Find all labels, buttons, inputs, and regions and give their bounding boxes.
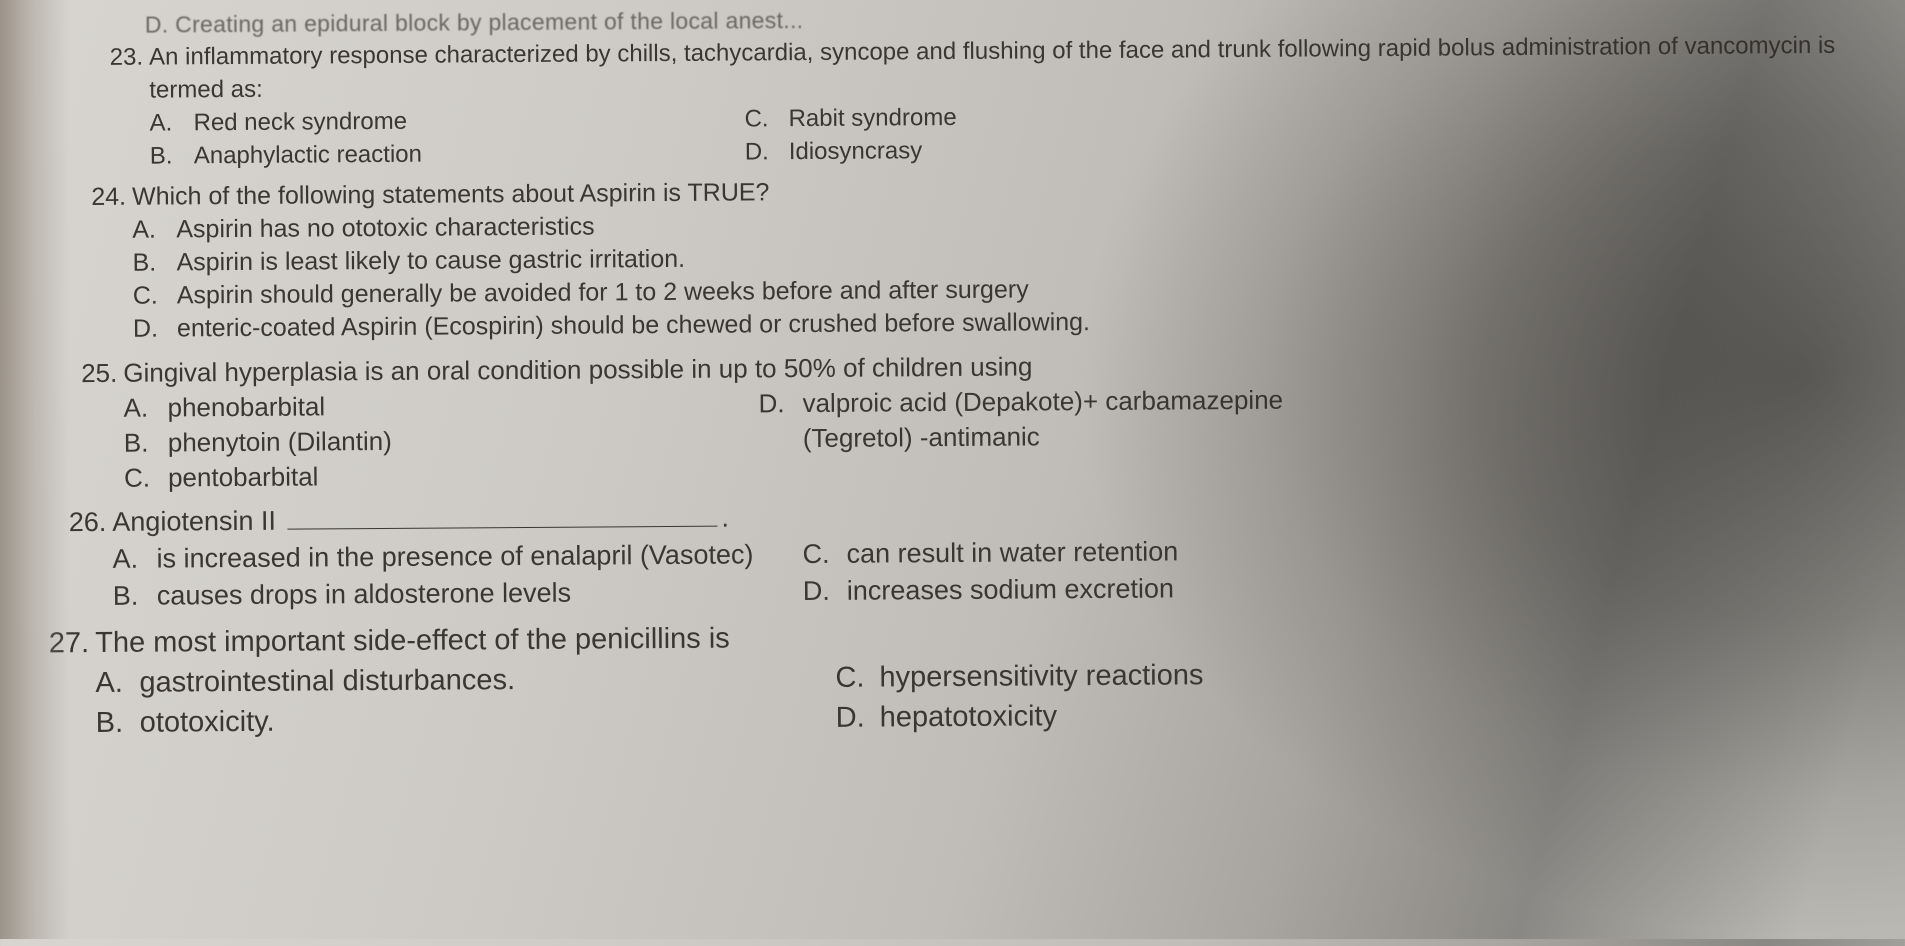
question-25: 25. Gingival hyperplasia is an oral cond… [67,343,1905,496]
option-text: hepatotoxicity [880,695,1204,737]
option-text: Red neck syndrome [193,102,744,139]
option-d: D. increases sodium excretion [803,570,1179,610]
stem-post: . [721,503,729,533]
option-letter: A. [95,663,139,703]
option-text: phenobarbital [167,386,758,425]
option-text: causes drops in aldosterone levels [157,573,803,615]
option-letter: B. [150,139,194,172]
option-text: pentobarbital [168,456,759,495]
question-number: 23. [93,41,149,74]
option-text: ototoxicity. [140,698,836,743]
option-d: D. valproic acid (Depakote)+ carbamazepi… [758,382,1392,456]
option-text: is increased in the presence of enalapri… [156,536,802,578]
option-b: B. ototoxicity. [96,698,836,743]
option-letter: B. [124,425,168,460]
question-options: A. Red neck syndrome B. Anaphylactic rea… [149,94,1902,172]
option-c: C. hypersensitivity reactions [835,655,1203,698]
option-text: can result in water retention [846,533,1178,572]
stem-pre: Angiotensin II [112,506,283,537]
option-letter: B. [96,703,140,743]
option-letter: C. [133,279,177,312]
question-number: 27. [39,623,95,663]
option-letter: A. [123,390,167,425]
option-letter: A. [112,541,156,578]
option-d: D. Idiosyncrasy [745,134,957,168]
option-letter: D. [803,573,847,610]
option-text: gastrointestinal disturbances. [139,658,835,703]
options-right-col: C. Rabit syndrome D. Idiosyncrasy [744,101,957,168]
option-c: C. Rabit syndrome [744,101,956,135]
option-b: B. Anaphylactic reaction [150,135,745,172]
option-c: C. can result in water retention [802,533,1178,573]
question-options: A. is increased in the presence of enala… [112,528,1905,615]
option-text: hypersensitivity reactions [879,655,1203,697]
question-number: 24. [76,181,132,214]
option-letter: D. [133,312,177,345]
option-a: A. gastrointestinal disturbances. [95,658,835,703]
option-b: B. causes drops in aldosterone levels [113,573,803,615]
option-text: Rabit syndrome [788,101,956,135]
option-text: Idiosyncrasy [789,134,957,168]
question-text: An inflammatory response characterized b… [149,28,1902,106]
question-number: 26. [56,504,112,541]
option-b: B. phenytoin (Dilantin) [124,421,759,460]
options-single-col: A. Aspirin has no ototoxic characteristi… [132,201,1904,345]
option-letter: D. [836,698,880,738]
option-c: C. pentobarbital [124,456,759,495]
option-letter: B. [132,246,176,279]
options-left-col: A. Red neck syndrome B. Anaphylactic rea… [149,102,744,172]
option-text: Anaphylactic reaction [194,135,745,172]
option-letter: A. [132,213,176,246]
question-23: 23. An inflammatory response characteriz… [93,28,1903,173]
option-letter: B. [113,578,157,615]
options-right-col: C. can result in water retention D. incr… [802,533,1178,610]
option-text: phenytoin (Dilantin) [168,421,759,460]
options-right-col: C. hypersensitivity reactions D. hepatot… [835,655,1204,738]
option-letter: D. [745,135,789,168]
question-27: 27. The most important side-effect of th… [39,610,1905,743]
option-letter: C. [744,102,788,135]
question-options: A. phenobarbital B. phenytoin (Dilantin)… [123,378,1905,495]
exam-page: D. Creating an epidural block by placeme… [0,0,1905,946]
option-letter: D. [758,386,802,421]
question-number: 25. [67,356,123,391]
question-options: A. gastrointestinal disturbances. B. oto… [95,650,1905,743]
option-a: A. phenobarbital [123,386,758,425]
option-letter: A. [149,106,193,139]
question-26: 26. Angiotensin II . A. is increased in … [56,491,1905,615]
question-options: A. Aspirin has no ototoxic characteristi… [132,201,1904,345]
option-text: valproic acid (Depakote)+ carbamazepine … [802,382,1392,456]
option-a: A. Red neck syndrome [149,102,744,139]
options-right-col: D. valproic acid (Depakote)+ carbamazepi… [758,382,1393,491]
question-stem: 23. An inflammatory response characteriz… [93,28,1902,107]
options-left-col: A. is increased in the presence of enala… [112,536,802,615]
option-letter: C. [835,658,879,698]
option-d: D. hepatotoxicity [836,695,1204,738]
option-letter: C. [802,536,846,573]
option-a: A. is increased in the presence of enala… [112,536,802,578]
option-letter: C. [124,460,168,495]
fill-blank-line [288,526,718,530]
options-left-col: A. gastrointestinal disturbances. B. oto… [95,658,836,743]
option-text: increases sodium excretion [847,570,1179,609]
options-left-col: A. phenobarbital B. phenytoin (Dilantin)… [123,386,759,495]
question-24: 24. Which of the following statements ab… [76,168,1904,346]
